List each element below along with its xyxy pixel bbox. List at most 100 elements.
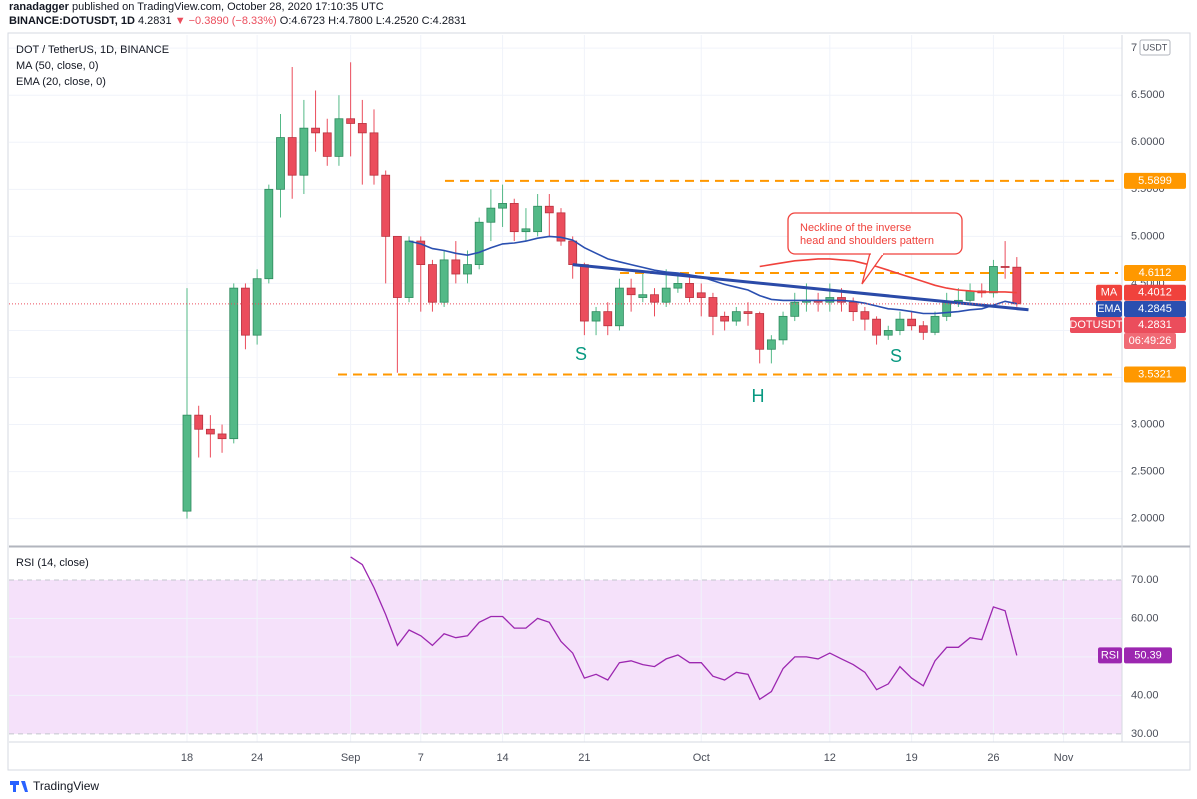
rsi-tick-label: 60.00 bbox=[1131, 612, 1159, 624]
candle-body bbox=[731, 311, 741, 322]
x-tick-label: 18 bbox=[181, 752, 193, 764]
candle-body bbox=[217, 433, 227, 440]
level-tag: 4.6112 bbox=[1139, 267, 1172, 279]
candle-body bbox=[907, 318, 917, 327]
rsi-value-tag: 50.39 bbox=[1134, 649, 1162, 661]
candle-body bbox=[404, 240, 414, 298]
currency: USDT bbox=[1143, 42, 1168, 52]
x-tick-label: Oct bbox=[693, 752, 710, 764]
countdown-tag-bg bbox=[1124, 333, 1176, 349]
rsi-name-tag-bg bbox=[1098, 647, 1122, 664]
candle-body bbox=[439, 259, 449, 303]
candle-body bbox=[194, 414, 204, 430]
candle-body bbox=[241, 287, 250, 336]
countdown-tag: 06:49:26 bbox=[1129, 335, 1172, 347]
indicator-name-tag: MA bbox=[1101, 287, 1118, 299]
candle-body bbox=[895, 318, 905, 331]
chart-title: DOT / TetherUS, 1D, BINANCE bbox=[16, 44, 169, 56]
indicator-value-tag-bg bbox=[1124, 301, 1186, 317]
footer-logo: TradingView bbox=[10, 779, 99, 793]
symbol-tag: DOTUSDT bbox=[1069, 319, 1122, 331]
candle-body bbox=[778, 315, 788, 341]
candle-body bbox=[509, 203, 519, 233]
rsi-tick-label: 70.00 bbox=[1131, 574, 1159, 586]
candle-body bbox=[989, 266, 998, 294]
candle-body bbox=[533, 205, 543, 233]
candle-body bbox=[428, 264, 437, 303]
price: 4.2831 bbox=[138, 15, 172, 27]
candle-body bbox=[182, 414, 192, 512]
symbol-tag-bg bbox=[1070, 317, 1122, 333]
frame bbox=[7, 32, 1191, 771]
rsi-tick-label: 40.00 bbox=[1131, 689, 1159, 701]
level-tag-bg bbox=[1124, 366, 1186, 383]
pattern-label: H bbox=[752, 386, 765, 406]
x-tick-label: 26 bbox=[987, 752, 999, 764]
neckline bbox=[572, 263, 1029, 312]
rsi-name-tag: RSI bbox=[1101, 649, 1119, 661]
level-tag-bg bbox=[1124, 172, 1186, 189]
logo-icon bbox=[10, 781, 28, 792]
candle-body bbox=[673, 283, 683, 289]
indicator-value-tag: 4.2845 bbox=[1138, 303, 1172, 315]
candle-body bbox=[860, 311, 870, 320]
indicator-name-tag-bg bbox=[1096, 284, 1122, 301]
y-tick-label: 5.0000 bbox=[1131, 230, 1165, 242]
callout-text: head and shoulders pattern bbox=[800, 235, 934, 247]
pattern-label: S bbox=[890, 346, 902, 366]
candle-body bbox=[357, 123, 367, 134]
candle-body bbox=[322, 132, 332, 157]
x-tick-label: 24 bbox=[251, 752, 263, 764]
candle-body bbox=[883, 330, 893, 336]
x-tick-label: 14 bbox=[496, 752, 508, 764]
candle-body bbox=[498, 203, 507, 209]
callout-pointer bbox=[861, 252, 885, 285]
candle-body bbox=[626, 287, 636, 296]
author: ranadagger bbox=[9, 1, 70, 13]
indicator-name-tag-bg bbox=[1096, 301, 1122, 317]
candle-body bbox=[743, 311, 753, 314]
candle-body bbox=[346, 118, 356, 124]
x-tick-label: Sep bbox=[341, 752, 361, 764]
indicator-name-tag: EMA bbox=[1097, 303, 1122, 315]
candle-body bbox=[311, 127, 320, 134]
rsi-title: RSI (14, close) bbox=[16, 557, 89, 569]
candle-body bbox=[755, 313, 765, 350]
indicator-line bbox=[408, 235, 1017, 315]
x-tick-label: Nov bbox=[1054, 752, 1074, 764]
candle-body bbox=[930, 315, 940, 333]
rsi-line bbox=[350, 556, 1018, 701]
level-tag: 5.5899 bbox=[1138, 175, 1172, 187]
x-tick-label: 21 bbox=[578, 752, 590, 764]
candle-body bbox=[544, 205, 554, 214]
y-tick-label: 6.0000 bbox=[1131, 136, 1165, 148]
candle-body bbox=[474, 221, 484, 265]
candle-body bbox=[556, 212, 566, 242]
candle-body bbox=[766, 339, 776, 350]
candle-body bbox=[252, 278, 262, 336]
last-price-tag-bg bbox=[1124, 317, 1186, 333]
legend-ma: MA (50, close, 0) bbox=[16, 60, 99, 72]
x-tick-label: 12 bbox=[824, 752, 836, 764]
candle-body bbox=[720, 315, 730, 322]
rsi-tick-label: 30.00 bbox=[1131, 728, 1159, 740]
candle-body bbox=[790, 301, 800, 317]
candle-body bbox=[638, 294, 648, 298]
candle-body bbox=[229, 287, 239, 440]
candle-body bbox=[369, 132, 379, 176]
candle-body bbox=[287, 137, 297, 176]
header-line-2: BINANCE:DOTUSDT, 1D 4.2831 ▼ −0.3890 (−8… bbox=[9, 15, 466, 27]
footer-text: TradingView bbox=[33, 779, 99, 793]
legend-ema: EMA (20, close, 0) bbox=[16, 76, 106, 88]
candle-body bbox=[661, 287, 671, 303]
plot-layer: 18 24 Sep 7 14 21 Oct 12 19 26 Nov 2.0000 2.5000 3.00… bbox=[9, 35, 1190, 764]
indicator-value-tag: 4.4012 bbox=[1138, 287, 1172, 299]
candle-body bbox=[685, 283, 694, 298]
candle-body bbox=[603, 311, 613, 327]
symbol: BINANCE:DOTUSDT, 1D bbox=[9, 15, 135, 27]
indicator-line bbox=[759, 258, 1017, 294]
candle-body bbox=[463, 264, 472, 275]
y-tick-label: 3.0000 bbox=[1131, 418, 1165, 430]
candle-body bbox=[1000, 266, 1010, 268]
